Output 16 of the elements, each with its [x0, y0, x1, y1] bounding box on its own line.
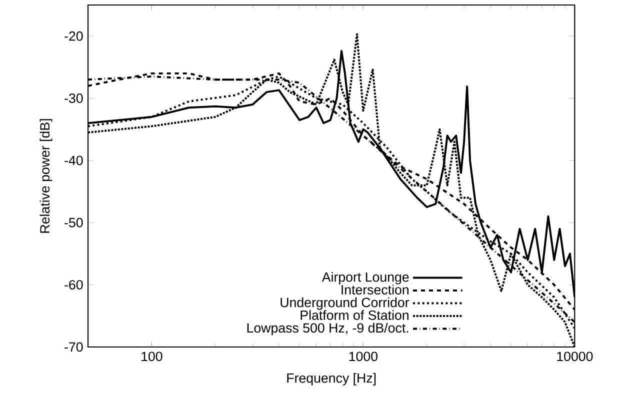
y-tick-label: -70 — [64, 342, 83, 352]
y-tick-label: -20 — [64, 31, 83, 41]
x-tick-label: 1000 — [349, 352, 378, 362]
y-tick-label: -50 — [64, 218, 83, 228]
y-tick-label: -30 — [64, 94, 83, 103]
legend-label: Intersection — [342, 284, 408, 294]
x-tick-label: 10000 — [557, 352, 593, 362]
legend-label: Airport Lounge — [322, 272, 409, 284]
legend-label: Underground Corridor — [280, 297, 410, 310]
y-tick-label: -60 — [64, 280, 83, 290]
legend-label: Platform of Station — [300, 310, 408, 320]
y-tick-label: -40 — [64, 156, 83, 166]
x-axis-title: Frequency [Hz] — [287, 372, 376, 386]
legend-label: Lowpass 500 Hz, -9 dB/oct. — [247, 322, 408, 336]
y-axis-title: Relative power [dB] — [40, 119, 52, 233]
x-tick-label: 100 — [142, 352, 162, 362]
